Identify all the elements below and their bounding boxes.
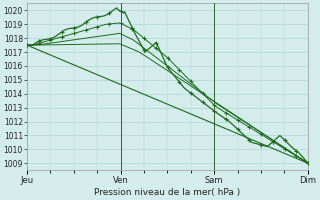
- X-axis label: Pression niveau de la mer( hPa ): Pression niveau de la mer( hPa ): [94, 188, 241, 197]
